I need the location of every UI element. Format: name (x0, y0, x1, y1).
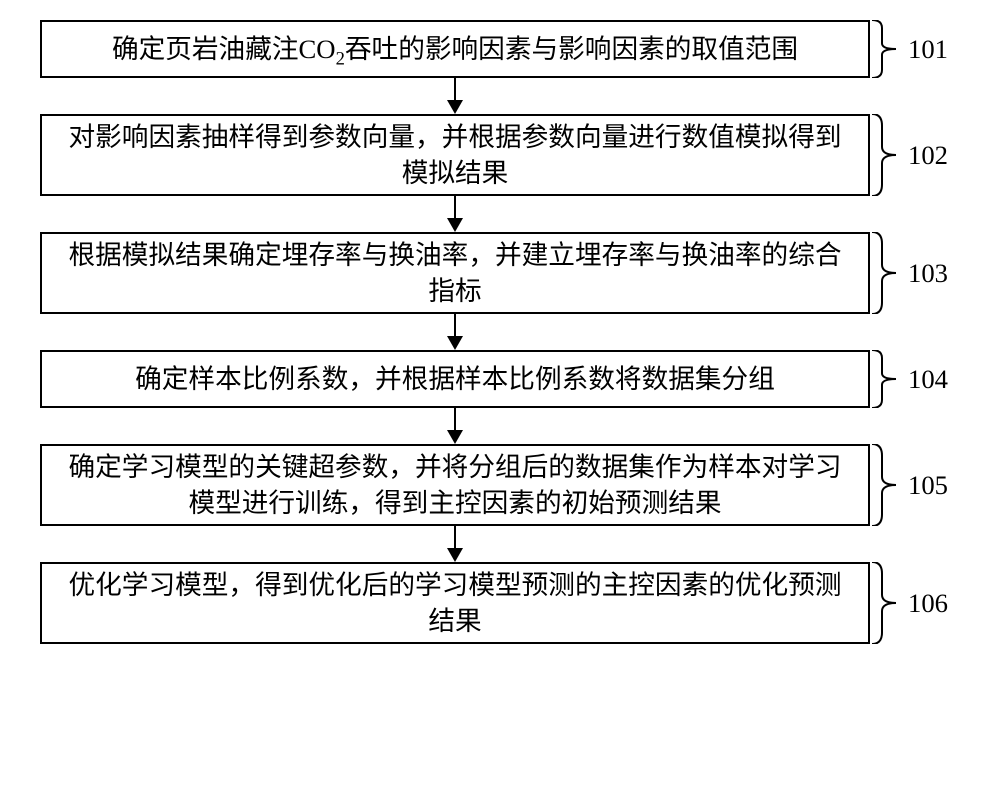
flow-step-101: 确定页岩油藏注CO2吞吐的影响因素与影响因素的取值范围 101 (40, 20, 960, 78)
flow-arrow (445, 526, 465, 562)
flow-box-text: 对影响因素抽样得到参数向量，并根据参数向量进行数值模拟得到模拟结果 (42, 111, 868, 199)
flow-step-104: 确定样本比例系数，并根据样本比例系数将数据集分组 104 (40, 350, 960, 408)
flow-box-text: 优化学习模型，得到优化后的学习模型预测的主控因素的优化预测结果 (42, 559, 868, 647)
flow-box: 对影响因素抽样得到参数向量，并根据参数向量进行数值模拟得到模拟结果 (40, 114, 870, 196)
flow-box-text: 确定样本比例系数，并根据样本比例系数将数据集分组 (115, 353, 795, 405)
flow-box-text: 根据模拟结果确定埋存率与换油率，并建立埋存率与换油率的综合指标 (42, 229, 868, 317)
step-number-label: 105 (908, 470, 948, 501)
flow-step-105: 确定学习模型的关键超参数，并将分组后的数据集作为样本对学习模型进行训练，得到主控… (40, 444, 960, 526)
curly-bracket-icon (870, 350, 902, 408)
step-number-label: 104 (908, 364, 948, 395)
curly-bracket-icon (870, 444, 902, 526)
flow-box-text: 确定页岩油藏注CO2吞吐的影响因素与影响因素的取值范围 (92, 23, 818, 75)
arrow-wrap (40, 408, 870, 444)
flow-box: 确定页岩油藏注CO2吞吐的影响因素与影响因素的取值范围 (40, 20, 870, 78)
curly-bracket-icon (870, 562, 902, 644)
flow-box: 优化学习模型，得到优化后的学习模型预测的主控因素的优化预测结果 (40, 562, 870, 644)
flow-step-106: 优化学习模型，得到优化后的学习模型预测的主控因素的优化预测结果 106 (40, 562, 960, 644)
flow-arrow (445, 408, 465, 444)
arrow-wrap (40, 196, 870, 232)
step-number-label: 102 (908, 140, 948, 171)
flowchart-container: 确定页岩油藏注CO2吞吐的影响因素与影响因素的取值范围 101 对影响因素抽样得到参… (40, 20, 960, 644)
step-number-label: 103 (908, 258, 948, 289)
flow-box: 根据模拟结果确定埋存率与换油率，并建立埋存率与换油率的综合指标 (40, 232, 870, 314)
flow-arrow (445, 196, 465, 232)
flow-step-102: 对影响因素抽样得到参数向量，并根据参数向量进行数值模拟得到模拟结果 102 (40, 114, 960, 196)
flow-box-text: 确定学习模型的关键超参数，并将分组后的数据集作为样本对学习模型进行训练，得到主控… (42, 441, 868, 529)
curly-bracket-icon (870, 114, 902, 196)
arrow-wrap (40, 78, 870, 114)
curly-bracket-icon (870, 20, 902, 78)
flow-step-103: 根据模拟结果确定埋存率与换油率，并建立埋存率与换油率的综合指标 103 (40, 232, 960, 314)
arrow-wrap (40, 314, 870, 350)
arrow-wrap (40, 526, 870, 562)
flow-box: 确定样本比例系数，并根据样本比例系数将数据集分组 (40, 350, 870, 408)
flow-box: 确定学习模型的关键超参数，并将分组后的数据集作为样本对学习模型进行训练，得到主控… (40, 444, 870, 526)
flow-arrow (445, 314, 465, 350)
flow-arrow (445, 78, 465, 114)
step-number-label: 106 (908, 588, 948, 619)
step-number-label: 101 (908, 34, 948, 65)
curly-bracket-icon (870, 232, 902, 314)
